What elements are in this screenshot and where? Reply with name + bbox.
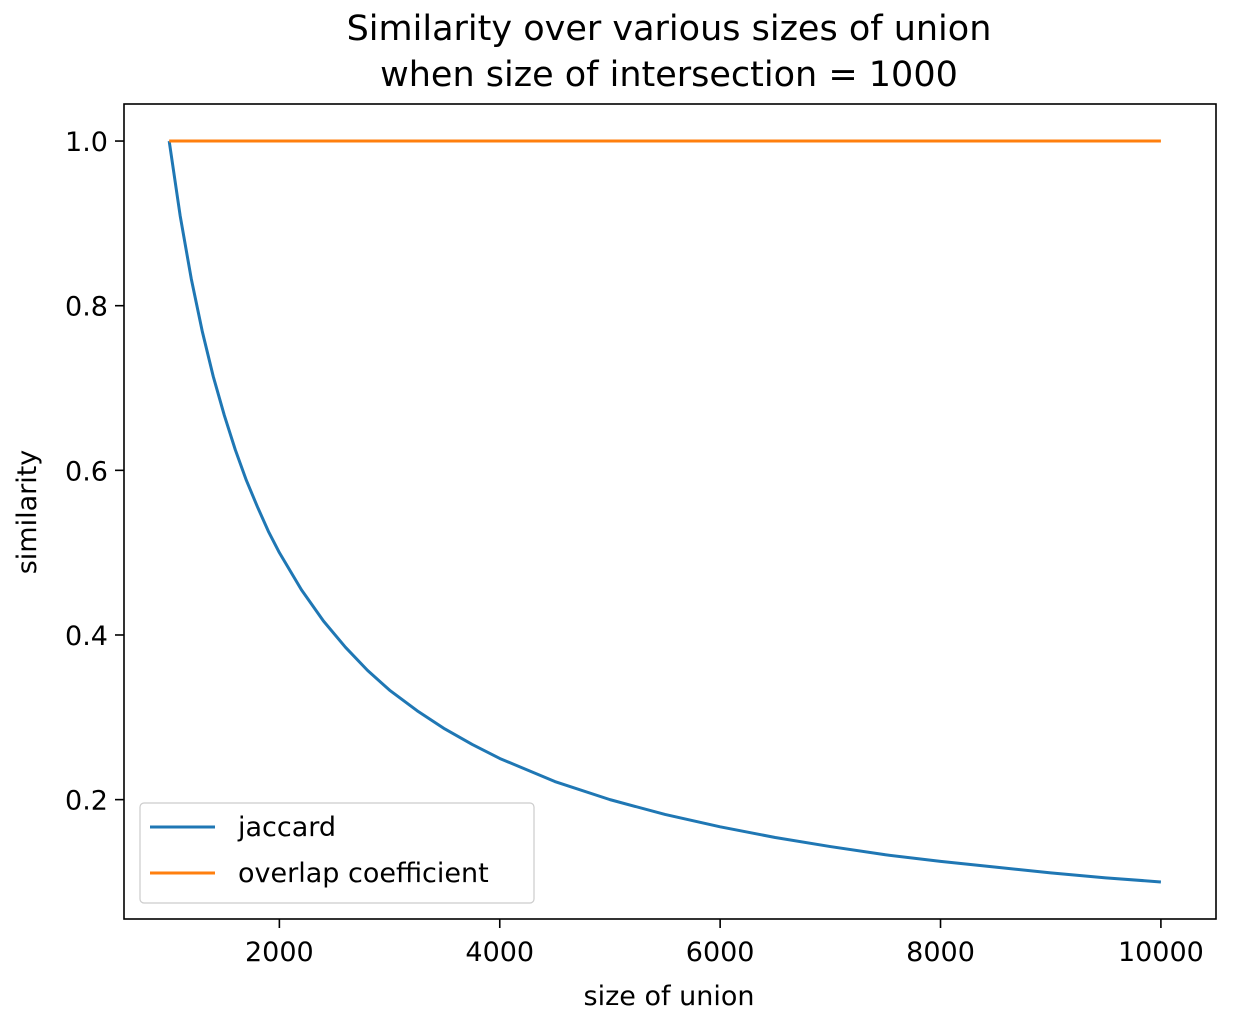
y-axis-label: similarity (12, 450, 43, 575)
series-line-jaccard (167, 140, 1162, 884)
y-tick-label: 0.8 (65, 292, 108, 323)
plot-frame (123, 103, 1217, 920)
y-tick-label: 0.6 (65, 456, 108, 487)
y-axis-ticks: 0.2 0.4 0.6 0.8 1.0 (65, 127, 124, 817)
y-tick-label: 0.4 (65, 621, 108, 652)
legend-label-overlap-coefficient: overlap coefficient (238, 858, 489, 889)
x-tick-label: 8000 (906, 937, 975, 968)
x-tick-label: 4000 (465, 937, 534, 968)
legend: jaccard overlap coefficient (139, 802, 535, 904)
legend-label-jaccard: jaccard (237, 812, 336, 843)
x-axis-label: size of union (584, 981, 755, 1012)
x-axis-ticks: 2000 4000 6000 8000 10000 (245, 919, 1204, 968)
plot-area (123, 103, 1217, 920)
x-tick-label: 10000 (1118, 937, 1204, 968)
y-tick-label: 1.0 (65, 127, 108, 158)
chart-title-line-2: when size of intersection = 1000 (380, 55, 958, 95)
series-layer (167, 139, 1162, 884)
chart-title-line-1: Similarity over various sizes of union (347, 9, 992, 49)
x-tick-label: 6000 (686, 937, 755, 968)
legend-box (139, 802, 535, 904)
x-tick-label: 2000 (245, 937, 314, 968)
y-tick-label: 0.2 (65, 786, 108, 817)
